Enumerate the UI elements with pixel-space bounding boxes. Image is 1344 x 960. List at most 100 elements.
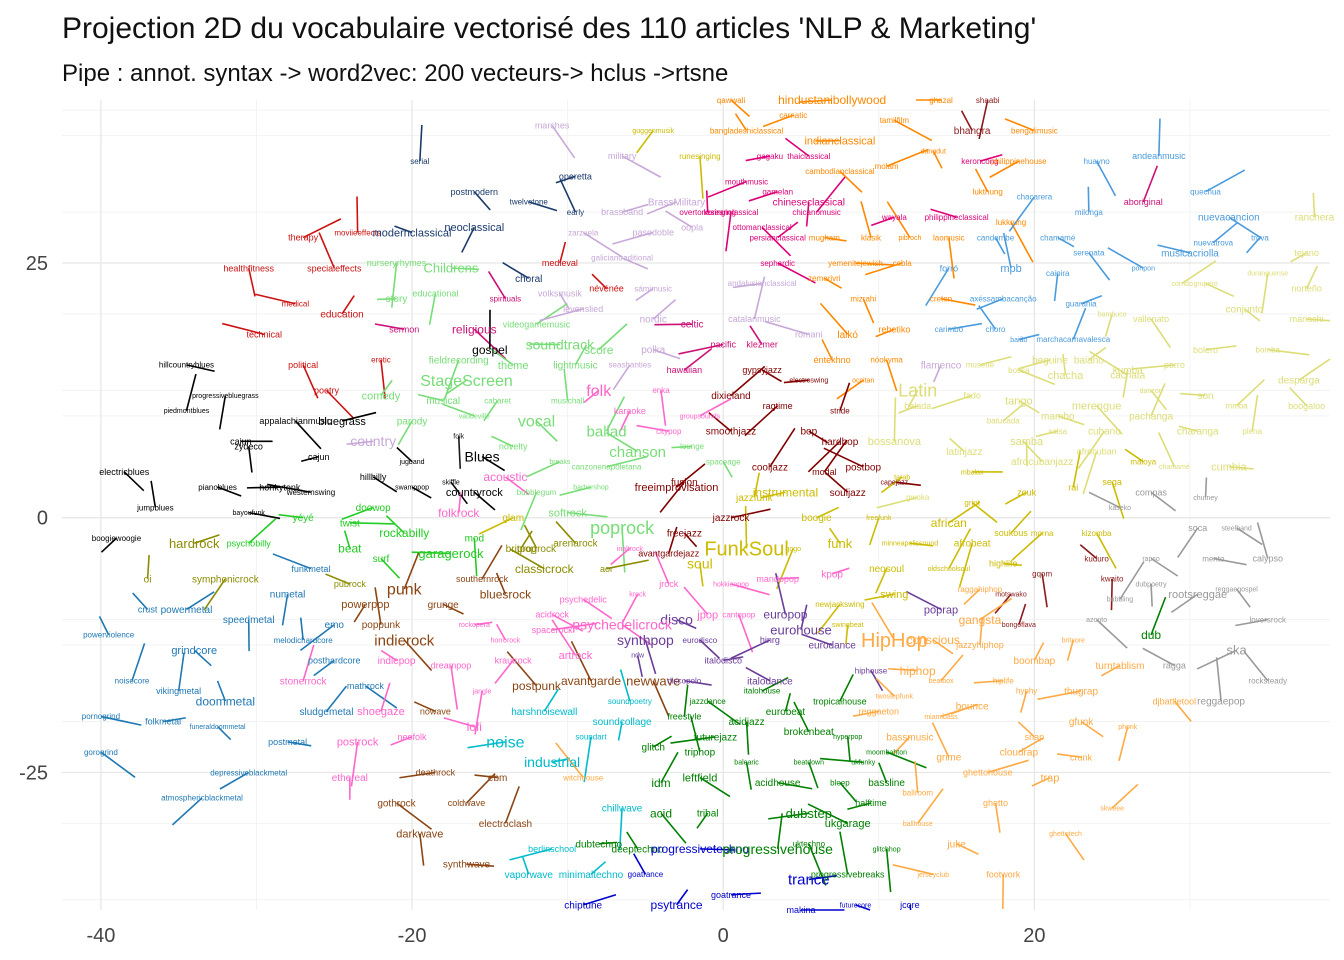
point-label: italodance	[747, 676, 793, 687]
point-label: salsa	[1048, 427, 1067, 436]
point-label: psychedelic	[560, 594, 608, 604]
point-label: synthwave	[443, 860, 491, 871]
point-label: serial	[410, 157, 429, 166]
chart-subtitle: Pipe : annot. syntax -> word2vec: 200 ve…	[62, 60, 729, 87]
point-segment	[683, 586, 709, 616]
point-segment	[349, 522, 396, 525]
point-segment	[978, 305, 997, 330]
point-segment	[574, 344, 588, 366]
point-label: reggaegospel	[1215, 587, 1258, 594]
point-label: shoegaze	[357, 706, 405, 718]
point-segment	[526, 460, 561, 478]
point-segment	[705, 190, 709, 213]
point-label: balearic	[734, 760, 759, 767]
point-segment	[559, 178, 577, 213]
point-segment	[925, 267, 950, 307]
point-label: noise	[486, 734, 524, 751]
point-segment	[473, 491, 496, 511]
point-segment	[699, 563, 704, 587]
point-label: electroclash	[479, 819, 532, 830]
point-label: novelty	[499, 442, 528, 452]
point-label: tropicalhouse	[813, 696, 867, 706]
point-segment	[989, 160, 1020, 179]
grid	[62, 100, 1330, 910]
point-label: thaiclassical	[787, 152, 830, 161]
point-segment	[636, 655, 644, 678]
point-segment	[940, 654, 964, 682]
point-segment	[831, 567, 850, 575]
point-segment	[132, 592, 149, 610]
point-segment	[878, 762, 888, 783]
point-segment	[744, 405, 779, 437]
point-label: beat	[338, 542, 362, 556]
point-segment	[948, 501, 981, 524]
point-label: reggaepop	[1197, 697, 1245, 708]
point-label: education	[320, 309, 363, 320]
point-segment	[1101, 664, 1121, 677]
point-segment	[294, 420, 322, 450]
point-segment	[652, 348, 681, 360]
point-segment	[1290, 252, 1308, 263]
point-segment	[494, 659, 514, 684]
point-segment	[1228, 465, 1254, 470]
point-segment	[875, 328, 895, 338]
point-label: tarab	[894, 474, 910, 481]
point-segment	[248, 511, 281, 520]
point-label: postmodern	[451, 187, 499, 197]
point-label: cobla	[893, 259, 913, 268]
point-label: glam	[502, 513, 524, 524]
x-tick-label: 20	[1023, 925, 1045, 947]
point-label: postbop	[845, 462, 881, 473]
point-label: klezmer	[746, 340, 778, 350]
point-label: hokkienpop	[713, 581, 749, 588]
point-label: forró	[940, 263, 959, 273]
point-label: bomba	[1256, 345, 1281, 354]
point-segment	[391, 262, 398, 308]
point-segment	[1017, 721, 1035, 738]
point-segment	[1077, 430, 1106, 469]
point-segment	[504, 476, 530, 496]
point-label: plena	[1242, 427, 1262, 436]
point-segment	[551, 125, 576, 159]
point-label: sludgemetal	[300, 707, 354, 718]
point-segment	[591, 273, 608, 290]
point-segment	[886, 148, 929, 167]
point-segment	[836, 379, 864, 400]
point-segment	[888, 667, 918, 672]
point-segment	[777, 781, 813, 790]
point-segment	[891, 736, 911, 756]
point-segment	[255, 293, 296, 305]
point-label: raggahiphop	[958, 585, 1003, 594]
point-label: cantopop	[722, 610, 755, 619]
point-segment	[559, 293, 570, 310]
point-label: westernswing	[286, 488, 335, 497]
point-label: galiciantraditional	[591, 254, 653, 263]
point-label: pubrock	[334, 579, 367, 589]
point-label: chineseclassical	[773, 197, 845, 208]
point-label: guarania	[1065, 300, 1097, 309]
point-segment	[956, 843, 979, 855]
point-label: choro	[985, 325, 1006, 334]
point-label: sámimusic	[634, 284, 672, 293]
point-segment	[1053, 273, 1059, 302]
point-label: oldschoolsoul	[928, 566, 971, 573]
point-label: spaceage	[706, 457, 741, 466]
point-label: brassband	[601, 207, 643, 217]
point-segment	[353, 603, 367, 623]
point-segment	[949, 437, 965, 453]
point-segment	[768, 812, 809, 820]
point-label: eurodance	[809, 641, 857, 652]
point-label: synthpop	[617, 632, 674, 648]
point-label: motswako	[995, 592, 1027, 599]
point-segment	[446, 379, 467, 395]
point-label: mandopop	[756, 574, 799, 584]
point-label: chutney	[1193, 495, 1218, 502]
point-label: rootsreggae	[1168, 589, 1227, 601]
point-label: bassmusic	[886, 732, 933, 743]
point-label: morna	[1031, 529, 1054, 538]
point-label: newjackswing	[815, 600, 864, 609]
point-segment	[839, 782, 857, 803]
point-segment	[707, 180, 747, 198]
point-segment	[618, 808, 623, 851]
point-segment	[1080, 720, 1104, 738]
